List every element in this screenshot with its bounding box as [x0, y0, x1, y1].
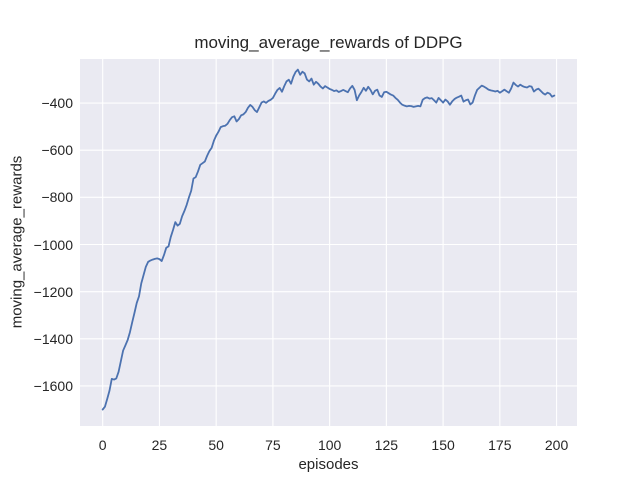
x-tick-label: 175 — [488, 437, 512, 453]
reward-line — [101, 68, 556, 411]
x-tick-label: 50 — [208, 437, 224, 453]
x-tick-label: 25 — [151, 437, 168, 453]
y-tick-label: −600 — [41, 142, 73, 159]
x-tick-label: 200 — [544, 437, 569, 453]
y-tick-label: −800 — [41, 189, 73, 206]
x-tick-label: 100 — [317, 437, 342, 453]
x-tick-label: 150 — [431, 437, 455, 453]
plot-area — [80, 59, 577, 426]
y-tick-label: −1600 — [33, 377, 73, 394]
y-tick-label: −1400 — [33, 330, 73, 347]
plot-background — [80, 59, 577, 426]
y-tick-label: −1200 — [33, 283, 73, 300]
y-tick-label: −400 — [41, 95, 73, 112]
x-tick-label: 0 — [98, 437, 107, 453]
x-tick-label: 75 — [265, 437, 281, 453]
x-axis-label: episodes — [298, 456, 359, 473]
line-chart-canvas — [80, 59, 577, 426]
y-tick-label: −1000 — [33, 236, 73, 253]
chart-title: moving_average_rewards of DDPG — [194, 33, 463, 52]
x-tick-label: 125 — [374, 437, 399, 453]
